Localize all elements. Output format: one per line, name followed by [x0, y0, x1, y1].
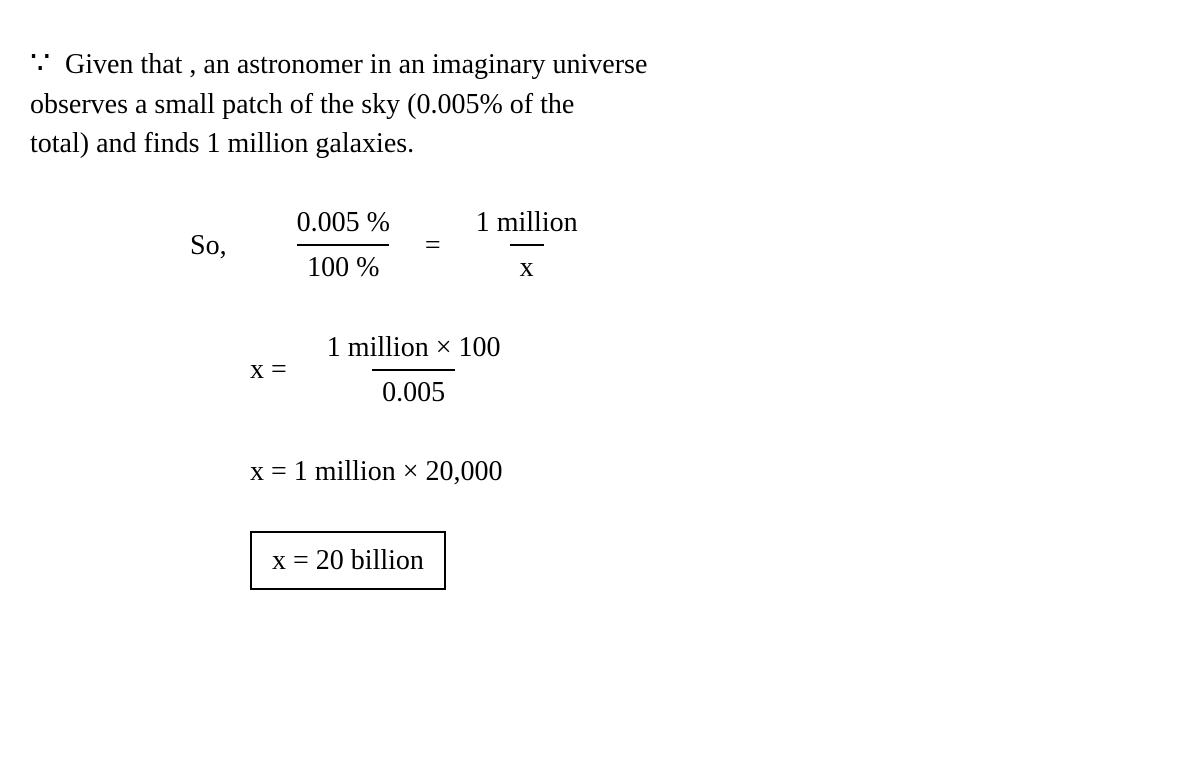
solve-for-x-step2: x = 1 million × 20,000 [250, 452, 1170, 491]
lhs-fraction: 0.005 % 100 % [287, 203, 400, 287]
step2-text: x = 1 million × 20,000 [250, 452, 502, 491]
line-1: Given that , an astronomer in an imagina… [30, 40, 1170, 85]
rhs-denominator: x [510, 244, 544, 287]
line-1-text: Given that , an astronomer in an imagina… [65, 49, 647, 80]
rhs-numerator: 1 million [466, 203, 588, 244]
x-equals-label: x = [250, 350, 287, 389]
lhs-numerator: 0.005 % [287, 203, 400, 244]
therefore-symbol [30, 40, 50, 85]
proportion-equation: So, 0.005 % 100 % = 1 million x [190, 203, 1170, 287]
step1-numerator: 1 million × 100 [317, 328, 511, 369]
lhs-denominator: 100 % [297, 244, 389, 287]
final-answer-box: x = 20 billion [250, 531, 446, 590]
step1-fraction: 1 million × 100 0.005 [317, 328, 511, 412]
rhs-fraction: 1 million x [466, 203, 588, 287]
step1-denominator: 0.005 [372, 369, 455, 412]
problem-statement: Given that , an astronomer in an imagina… [30, 40, 1170, 163]
solve-for-x-step1: x = 1 million × 100 0.005 [250, 328, 1170, 412]
so-label: So, [190, 226, 227, 265]
line-3: total) and finds 1 million galaxies. [30, 124, 1170, 163]
line-2: observes a small patch of the sky (0.005… [30, 85, 1170, 124]
equals-sign: = [425, 226, 441, 265]
final-answer-text: x = 20 billion [272, 545, 424, 576]
